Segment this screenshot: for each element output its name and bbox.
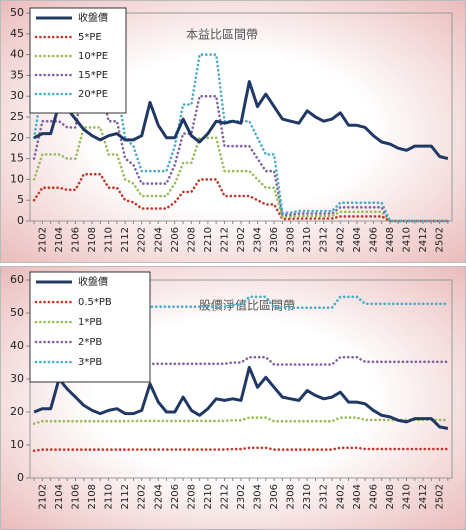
- x-tick-label: 2304: [253, 484, 264, 509]
- x-tick-label: 2502: [435, 484, 446, 509]
- y-tick-label: 5: [17, 193, 24, 206]
- y-tick-label: 60: [10, 273, 24, 286]
- x-tick-label: 2210: [203, 227, 214, 252]
- x-tick-label: 2104: [54, 484, 65, 509]
- legend-label: 收盤價: [78, 275, 108, 288]
- x-tick-label: 2408: [385, 484, 396, 509]
- y-tick-label: 35: [10, 68, 24, 81]
- y-tick-label: 20: [10, 131, 24, 144]
- x-tick-label: 2204: [153, 227, 164, 252]
- legend-label: 20*PE: [78, 89, 108, 100]
- chart-title: 本益比區間帶: [186, 28, 258, 42]
- x-tick-label: 2210: [203, 484, 214, 509]
- y-tick-label: 0: [17, 471, 24, 484]
- x-tick-label: 2202: [137, 227, 148, 252]
- y-tick-label: 30: [10, 89, 24, 102]
- legend-label: 3*PB: [78, 357, 102, 368]
- x-tick-label: 2302: [236, 484, 247, 509]
- series-line: [32, 446, 450, 453]
- y-tick-label: 15: [10, 152, 24, 165]
- x-tick-label: 2406: [368, 227, 379, 252]
- legend-box: [29, 7, 127, 114]
- x-tick-label: 2212: [219, 227, 230, 252]
- y-tick-label: 50: [10, 6, 24, 19]
- x-tick-label: 2406: [368, 484, 379, 509]
- legend-label: 5*PE: [78, 32, 102, 43]
- y-tick-label: 10: [10, 172, 24, 185]
- series-line: [33, 365, 449, 430]
- x-tick-label: 2208: [186, 484, 197, 509]
- y-tick-label: 50: [10, 306, 24, 319]
- legend-label: 0.5*PB: [78, 297, 112, 308]
- x-tick-label: 2402: [335, 484, 346, 509]
- x-tick-label: 2310: [302, 227, 313, 252]
- x-tick-label: 2204: [153, 484, 164, 509]
- x-tick-label: 2110: [104, 484, 115, 509]
- x-tick-label: 2108: [87, 227, 98, 252]
- x-tick-label: 2410: [401, 484, 412, 509]
- series-line: [33, 80, 449, 161]
- x-tick-label: 2410: [401, 227, 412, 252]
- y-tick-label: 10: [10, 438, 24, 451]
- x-tick-label: 2206: [170, 484, 181, 509]
- x-tick-label: 2212: [219, 484, 230, 509]
- x-tick-label: 2104: [54, 227, 65, 252]
- x-tick-label: 2308: [286, 227, 297, 252]
- x-tick-label: 2412: [418, 484, 429, 509]
- x-tick-label: 2112: [120, 227, 131, 252]
- x-tick-label: 2404: [352, 484, 363, 509]
- series-line: [32, 295, 450, 316]
- x-tick-label: 2304: [253, 227, 264, 252]
- x-tick-label: 2106: [71, 484, 82, 509]
- x-tick-label: 2306: [269, 484, 280, 509]
- series-line: [32, 172, 450, 223]
- legend-label: 15*PE: [78, 70, 108, 81]
- x-tick-label: 2112: [120, 484, 131, 509]
- x-tick-label: 2106: [71, 227, 82, 252]
- series-line: [32, 416, 450, 425]
- y-tick-label: 25: [10, 110, 24, 123]
- x-tick-label: 2308: [286, 484, 297, 509]
- x-tick-label: 2312: [319, 484, 330, 509]
- legend-label: 1*PB: [78, 317, 102, 328]
- legend-label: 2*PB: [78, 337, 102, 348]
- y-tick-label: 0: [17, 214, 24, 227]
- x-tick-label: 2110: [104, 227, 115, 252]
- x-tick-label: 2408: [385, 227, 396, 252]
- x-tick-label: 2102: [37, 484, 48, 509]
- x-tick-label: 2102: [37, 227, 48, 252]
- series-line: [32, 126, 450, 223]
- legend-label: 收盤價: [78, 11, 108, 24]
- y-tick-label: 40: [10, 48, 24, 61]
- x-tick-label: 2312: [319, 227, 330, 252]
- y-tick-label: 40: [10, 339, 24, 352]
- x-tick-label: 2310: [302, 484, 313, 509]
- x-tick-label: 2206: [170, 227, 181, 252]
- x-tick-label: 2108: [87, 484, 98, 509]
- x-tick-label: 2208: [186, 227, 197, 252]
- x-tick-label: 2402: [335, 227, 346, 252]
- chart-title: 股價淨值比區間帶: [199, 298, 295, 313]
- y-tick-label: 45: [10, 27, 24, 40]
- y-tick-label: 20: [10, 405, 24, 418]
- x-tick-label: 2202: [137, 484, 148, 509]
- y-tick-label: 30: [10, 372, 24, 385]
- x-tick-label: 2306: [269, 227, 280, 252]
- legend-label: 10*PE: [78, 51, 108, 62]
- x-tick-label: 2412: [418, 227, 429, 252]
- legend-box: [29, 271, 151, 383]
- x-tick-label: 2404: [352, 227, 363, 252]
- x-tick-label: 2502: [435, 227, 446, 252]
- x-tick-label: 2302: [236, 227, 247, 252]
